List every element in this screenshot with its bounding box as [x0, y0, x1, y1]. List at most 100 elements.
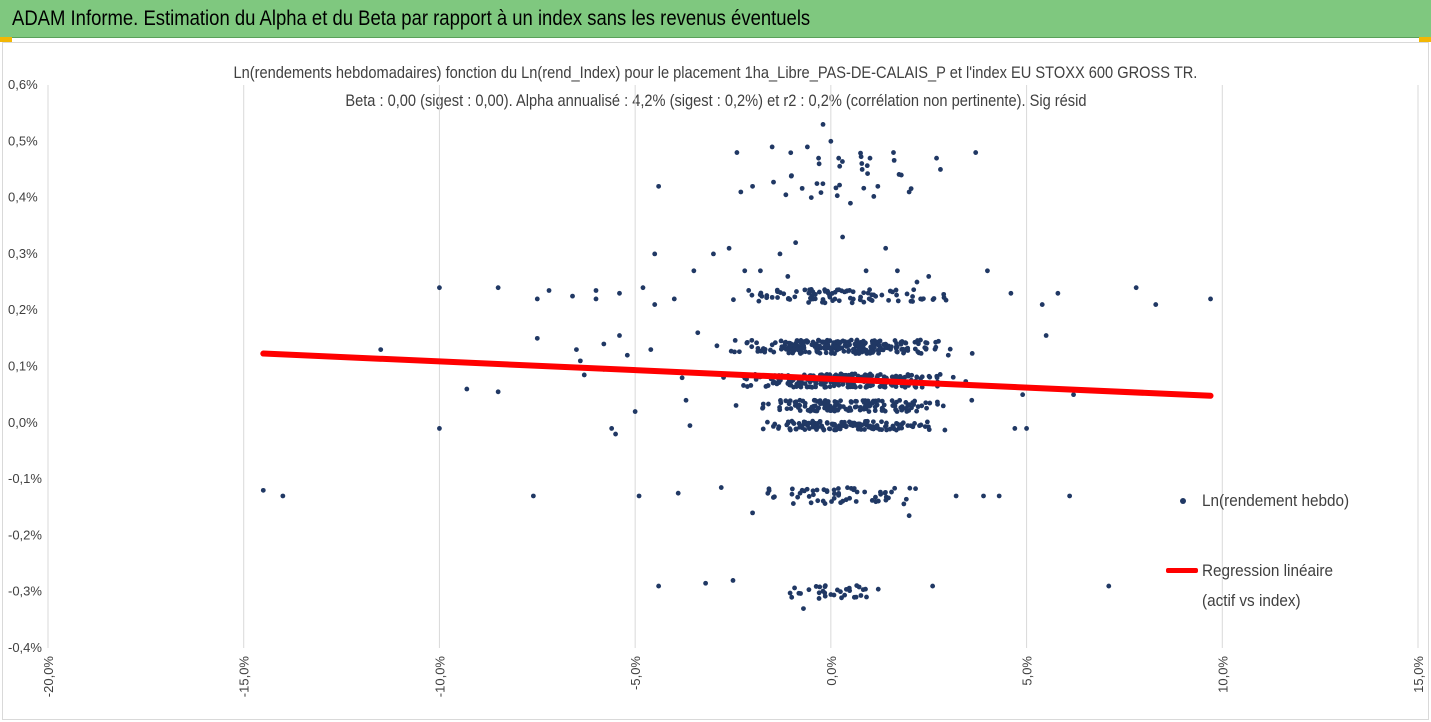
- scatter-point: [843, 424, 849, 430]
- scatter-point: [875, 498, 881, 504]
- scatter-point: [835, 402, 841, 407]
- scatter-point: [793, 240, 799, 246]
- scatter-point: [837, 182, 842, 188]
- scatter-point: [832, 399, 838, 404]
- scatter-point: [801, 343, 806, 349]
- scatter-point: [895, 268, 900, 274]
- scatter-point: [892, 485, 898, 491]
- scatter-point: [842, 592, 848, 598]
- scatter-point: [828, 138, 834, 144]
- scatter-point: [755, 345, 761, 351]
- scatter-point: [783, 192, 789, 198]
- chart-frame: [2, 42, 1429, 720]
- scatter-point: [742, 268, 748, 274]
- scatter-point: [886, 343, 892, 349]
- scatter-point: [765, 383, 771, 388]
- scatter-point: [901, 350, 906, 356]
- scatter-point: [816, 161, 822, 167]
- scatter-point: [817, 418, 823, 424]
- scatter-point: [876, 350, 881, 356]
- scatter-point: [734, 150, 740, 155]
- scatter-point: [893, 384, 899, 390]
- scatter-point: [711, 251, 716, 257]
- scatter-point: [816, 338, 822, 344]
- scatter-point: [764, 295, 770, 301]
- scatter-point: [815, 498, 821, 504]
- scatter-point: [714, 343, 720, 349]
- scatter-point: [817, 584, 823, 590]
- scatter-point: [829, 499, 834, 504]
- scatter-point: [766, 488, 772, 493]
- scatter-point: [969, 350, 975, 356]
- report-title: ADAM Informe. Estimation du Alpha et du …: [12, 6, 811, 30]
- scatter-point: [891, 150, 896, 155]
- scatter-point: [783, 398, 789, 404]
- scatter-point: [804, 144, 810, 150]
- scatter-point: [934, 155, 939, 161]
- scatter-point: [802, 349, 808, 355]
- scatter-point: [617, 333, 622, 338]
- scatter-point: [817, 350, 823, 356]
- scatter-point: [846, 343, 851, 349]
- x-tick-label: 15,0%: [1411, 656, 1426, 693]
- scatter-point: [981, 493, 986, 499]
- scatter-point: [733, 403, 739, 408]
- x-tick-label: 10,0%: [1215, 656, 1230, 693]
- scatter-point: [750, 183, 755, 189]
- y-tick-label: 0,5%: [8, 133, 38, 148]
- banner-corner-right: [1419, 37, 1431, 42]
- scatter-point: [437, 426, 442, 431]
- scatter-point: [806, 494, 812, 499]
- scatter-point: [869, 498, 875, 503]
- scatter-point: [996, 493, 1002, 499]
- scatter-point: [894, 292, 899, 298]
- scatter-point: [913, 486, 918, 492]
- scatter-point: [805, 407, 811, 413]
- scatter-point: [902, 340, 908, 346]
- scatter-point: [787, 426, 793, 432]
- scatter-point: [838, 398, 843, 404]
- scatter-point: [835, 486, 841, 491]
- scatter-point: [801, 606, 806, 611]
- scatter-point: [923, 400, 929, 406]
- scatter-point: [636, 493, 642, 499]
- scatter-point: [797, 350, 803, 356]
- scatter-point: [869, 373, 875, 379]
- scatter-point: [891, 157, 897, 163]
- scatter-point: [900, 420, 906, 426]
- scatter-point: [802, 287, 808, 293]
- scatter-point: [903, 406, 908, 411]
- scatter-point: [792, 294, 798, 300]
- scatter-point: [798, 346, 804, 352]
- scatter-point: [943, 297, 949, 303]
- scatter-point: [851, 486, 857, 491]
- scatter-point: [652, 302, 658, 307]
- legend-marker-scatter: [1180, 498, 1186, 504]
- scatter-point: [792, 585, 797, 591]
- scatter-point: [879, 419, 884, 425]
- scatter-point: [848, 200, 853, 206]
- scatter-point: [934, 399, 940, 405]
- scatter-point: [872, 399, 877, 405]
- scatter-point: [867, 349, 873, 354]
- scatter-point: [785, 296, 791, 302]
- scatter-point: [863, 586, 868, 592]
- scatter-point: [812, 397, 818, 403]
- scatter-point: [804, 338, 810, 344]
- scatter-point: [824, 420, 830, 426]
- scatter-point: [838, 589, 843, 595]
- scatter-point: [534, 335, 540, 341]
- scatter-point: [683, 397, 689, 403]
- scatter-point: [581, 372, 587, 378]
- scatter-point: [831, 487, 837, 493]
- scatter-point: [1153, 302, 1159, 307]
- scatter-point: [260, 487, 266, 493]
- scatter-point: [798, 591, 803, 596]
- scatter-point: [789, 491, 795, 497]
- scatter-point: [652, 251, 658, 257]
- scatter-point: [840, 234, 845, 240]
- scatter-point: [785, 346, 791, 351]
- legend-label-regression-2: (actif vs index): [1202, 591, 1301, 610]
- scatter-point: [810, 422, 816, 427]
- scatter-point: [836, 346, 842, 352]
